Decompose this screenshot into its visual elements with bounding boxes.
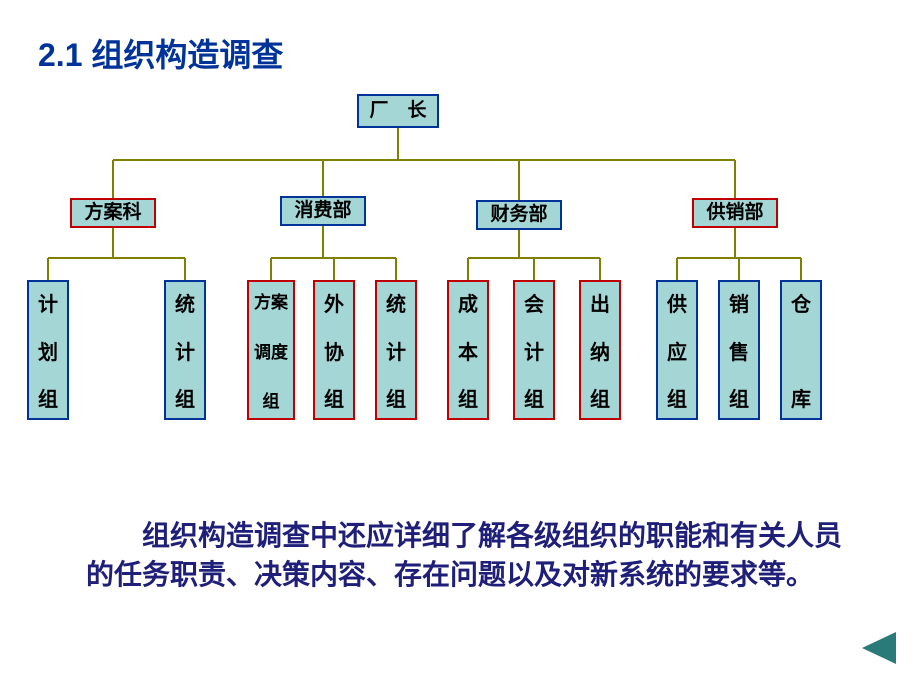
org-node-dept-3: 供销部 [692, 198, 778, 228]
org-node-label: 方案科 [72, 199, 154, 228]
org-node-label: 成本组 [458, 282, 478, 418]
org-node-leaf-9: 销售组 [718, 280, 760, 420]
org-node-label: 会计组 [524, 282, 544, 418]
org-node-label: 外协组 [324, 282, 344, 418]
org-node-leaf-0: 计划组 [27, 280, 69, 420]
org-node-root: 厂 长 [357, 94, 439, 128]
org-node-label: 供应组 [667, 282, 687, 418]
org-chart: 厂 长方案科 消费部 财务部 供销部计划组 统计组 方案调度组 外协组 统计组 成本组 会计组 出纳… [0, 90, 920, 440]
body-paragraph: 组织构造调查中还应详细了解各级组织的职能和有关人员的任务职责、决策内容、存在问题… [86, 516, 846, 594]
triangle-left-icon [856, 628, 902, 668]
org-node-leaf-2: 方案调度组 [247, 280, 295, 420]
org-node-label: 消费部 [282, 197, 364, 226]
org-node-leaf-5: 成本组 [447, 280, 489, 420]
org-node-leaf-3: 外协组 [313, 280, 355, 420]
org-node-leaf-6: 会计组 [513, 280, 555, 420]
back-button[interactable] [856, 628, 902, 668]
org-node-label: 统计组 [175, 282, 195, 418]
org-node-label: 供销部 [694, 199, 776, 228]
page-title: 2.1 组织构造调查 [38, 30, 283, 76]
org-node-label: 厂 长 [359, 97, 437, 126]
org-node-leaf-1: 统计组 [164, 280, 206, 420]
org-node-label: 财务部 [478, 201, 560, 230]
org-node-leaf-10: 仓 库 [780, 280, 822, 420]
org-node-label: 计划组 [38, 282, 58, 418]
org-node-dept-1: 消费部 [280, 196, 366, 226]
org-node-leaf-4: 统计组 [375, 280, 417, 420]
org-node-leaf-8: 供应组 [656, 280, 698, 420]
org-node-leaf-7: 出纳组 [579, 280, 621, 420]
org-node-label: 统计组 [386, 282, 406, 418]
org-node-label: 销售组 [729, 282, 749, 418]
org-node-dept-0: 方案科 [70, 198, 156, 228]
org-node-dept-2: 财务部 [476, 200, 562, 230]
org-node-label: 出纳组 [590, 282, 610, 418]
org-node-label: 仓 库 [791, 282, 811, 418]
org-node-label: 方案调度组 [254, 282, 288, 418]
